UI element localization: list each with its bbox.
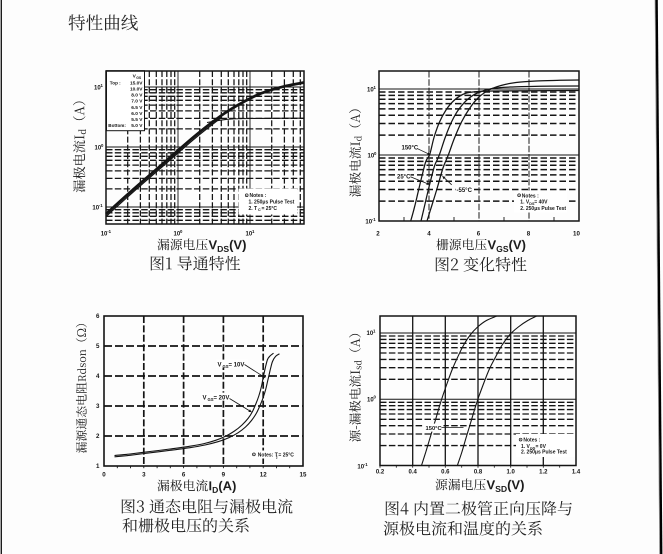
svg-text:Top :: Top : xyxy=(110,80,121,85)
svg-text:= 25°C: = 25°C xyxy=(262,206,278,212)
svg-text:GS: GS xyxy=(208,397,214,402)
svg-text:15: 15 xyxy=(300,472,307,479)
svg-text:GS: GS xyxy=(530,447,536,451)
svg-text:1. 250μs Pulse Test: 1. 250μs Pulse Test xyxy=(249,199,295,205)
svg-text:10: 10 xyxy=(367,88,374,94)
svg-text:150°C: 150°C xyxy=(402,146,419,152)
svg-text:10: 10 xyxy=(368,154,375,160)
svg-text:1.4: 1.4 xyxy=(572,470,581,476)
svg-text:10: 10 xyxy=(246,232,253,238)
svg-text:15.0V: 15.0V xyxy=(130,80,143,86)
svg-text:-1: -1 xyxy=(107,229,111,234)
svg-text:1: 1 xyxy=(252,229,255,234)
svg-text:2: 2 xyxy=(96,433,100,440)
svg-text:GS: GS xyxy=(136,76,142,80)
svg-text:8.0 V: 8.0 V xyxy=(131,93,143,99)
svg-text:Notes :: Notes : xyxy=(523,438,540,444)
svg-text:2. T: 2. T xyxy=(249,206,258,212)
svg-text:-1: -1 xyxy=(364,462,368,467)
svg-text:= 0V: = 0V xyxy=(536,444,547,450)
svg-text:1.0: 1.0 xyxy=(507,470,516,476)
svg-text:6: 6 xyxy=(182,472,186,479)
svg-text:V: V xyxy=(203,396,207,402)
svg-text:12: 12 xyxy=(260,472,267,479)
svg-text:4: 4 xyxy=(96,373,100,380)
svg-text:0.2: 0.2 xyxy=(376,470,385,476)
svg-text:10: 10 xyxy=(94,86,101,92)
svg-text:1. V: 1. V xyxy=(521,444,531,450)
svg-text:j: j xyxy=(275,455,277,459)
svg-text:= 20V: = 20V xyxy=(214,396,230,402)
svg-text:2. 250μs Pulse Test: 2. 250μs Pulse Test xyxy=(521,449,567,455)
svg-text:6.0 V: 6.0 V xyxy=(131,111,143,117)
svg-text:10: 10 xyxy=(101,232,108,238)
svg-text:1.2: 1.2 xyxy=(539,470,548,476)
svg-text:1: 1 xyxy=(101,83,104,88)
svg-text:5: 5 xyxy=(96,343,100,350)
svg-text:1: 1 xyxy=(373,328,376,333)
svg-text:10: 10 xyxy=(573,231,580,238)
svg-text:10: 10 xyxy=(92,206,99,212)
svg-text:8: 8 xyxy=(527,231,531,238)
svg-text:2: 2 xyxy=(376,231,380,238)
svg-text:6: 6 xyxy=(477,231,481,238)
svg-text:10: 10 xyxy=(367,331,374,337)
svg-text:-1: -1 xyxy=(99,203,103,208)
svg-text:10: 10 xyxy=(365,220,372,226)
svg-text:1: 1 xyxy=(374,85,377,90)
svg-text:3: 3 xyxy=(96,403,100,410)
svg-text:5.0 V: 5.0 V xyxy=(131,123,143,129)
svg-text:Notes :: Notes : xyxy=(250,193,267,199)
svg-text:5.5 V: 5.5 V xyxy=(131,117,143,123)
svg-text:7.0 V: 7.0 V xyxy=(131,99,143,105)
svg-text:V: V xyxy=(218,363,222,369)
svg-text:1. V: 1. V xyxy=(520,199,530,205)
svg-text:0.8: 0.8 xyxy=(474,470,483,476)
svg-text:0: 0 xyxy=(374,395,377,400)
svg-text:6.5 V: 6.5 V xyxy=(131,105,143,111)
svg-text:10: 10 xyxy=(367,397,374,403)
svg-text:Notes: T: Notes: T xyxy=(258,452,278,458)
svg-text:10: 10 xyxy=(95,146,102,152)
svg-text:-1: -1 xyxy=(372,217,376,222)
svg-text:0: 0 xyxy=(101,143,104,148)
svg-text:0.6: 0.6 xyxy=(441,470,450,476)
svg-text:= 25°C: = 25°C xyxy=(278,452,294,458)
svg-text:C: C xyxy=(258,208,261,212)
svg-text:0.4: 0.4 xyxy=(409,470,418,476)
svg-text:0: 0 xyxy=(180,229,183,234)
svg-text:2. 250μs Pulse Test: 2. 250μs Pulse Test xyxy=(520,206,566,212)
svg-text:= 10V: = 10V xyxy=(229,363,245,369)
svg-text:10: 10 xyxy=(174,232,181,238)
svg-text:9: 9 xyxy=(222,472,226,479)
svg-text:GS: GS xyxy=(223,364,229,369)
svg-text:0: 0 xyxy=(102,472,106,479)
svg-text:25°C: 25°C xyxy=(397,174,411,180)
svg-text:1: 1 xyxy=(96,463,100,470)
svg-text:= 40V: = 40V xyxy=(534,199,548,205)
svg-text:3: 3 xyxy=(142,472,146,479)
svg-text:0: 0 xyxy=(374,151,377,156)
svg-text:10: 10 xyxy=(357,465,364,471)
svg-text:DS: DS xyxy=(529,202,535,206)
svg-text:10.0V: 10.0V xyxy=(130,87,143,93)
svg-text:V: V xyxy=(133,74,137,80)
svg-text:Notes :: Notes : xyxy=(522,193,539,199)
svg-text:Bottom:: Bottom: xyxy=(108,123,126,128)
svg-text:150°C: 150°C xyxy=(426,426,443,432)
svg-text:6: 6 xyxy=(96,313,100,320)
svg-text:-55°C: -55°C xyxy=(457,188,473,194)
svg-text:4: 4 xyxy=(427,231,431,238)
